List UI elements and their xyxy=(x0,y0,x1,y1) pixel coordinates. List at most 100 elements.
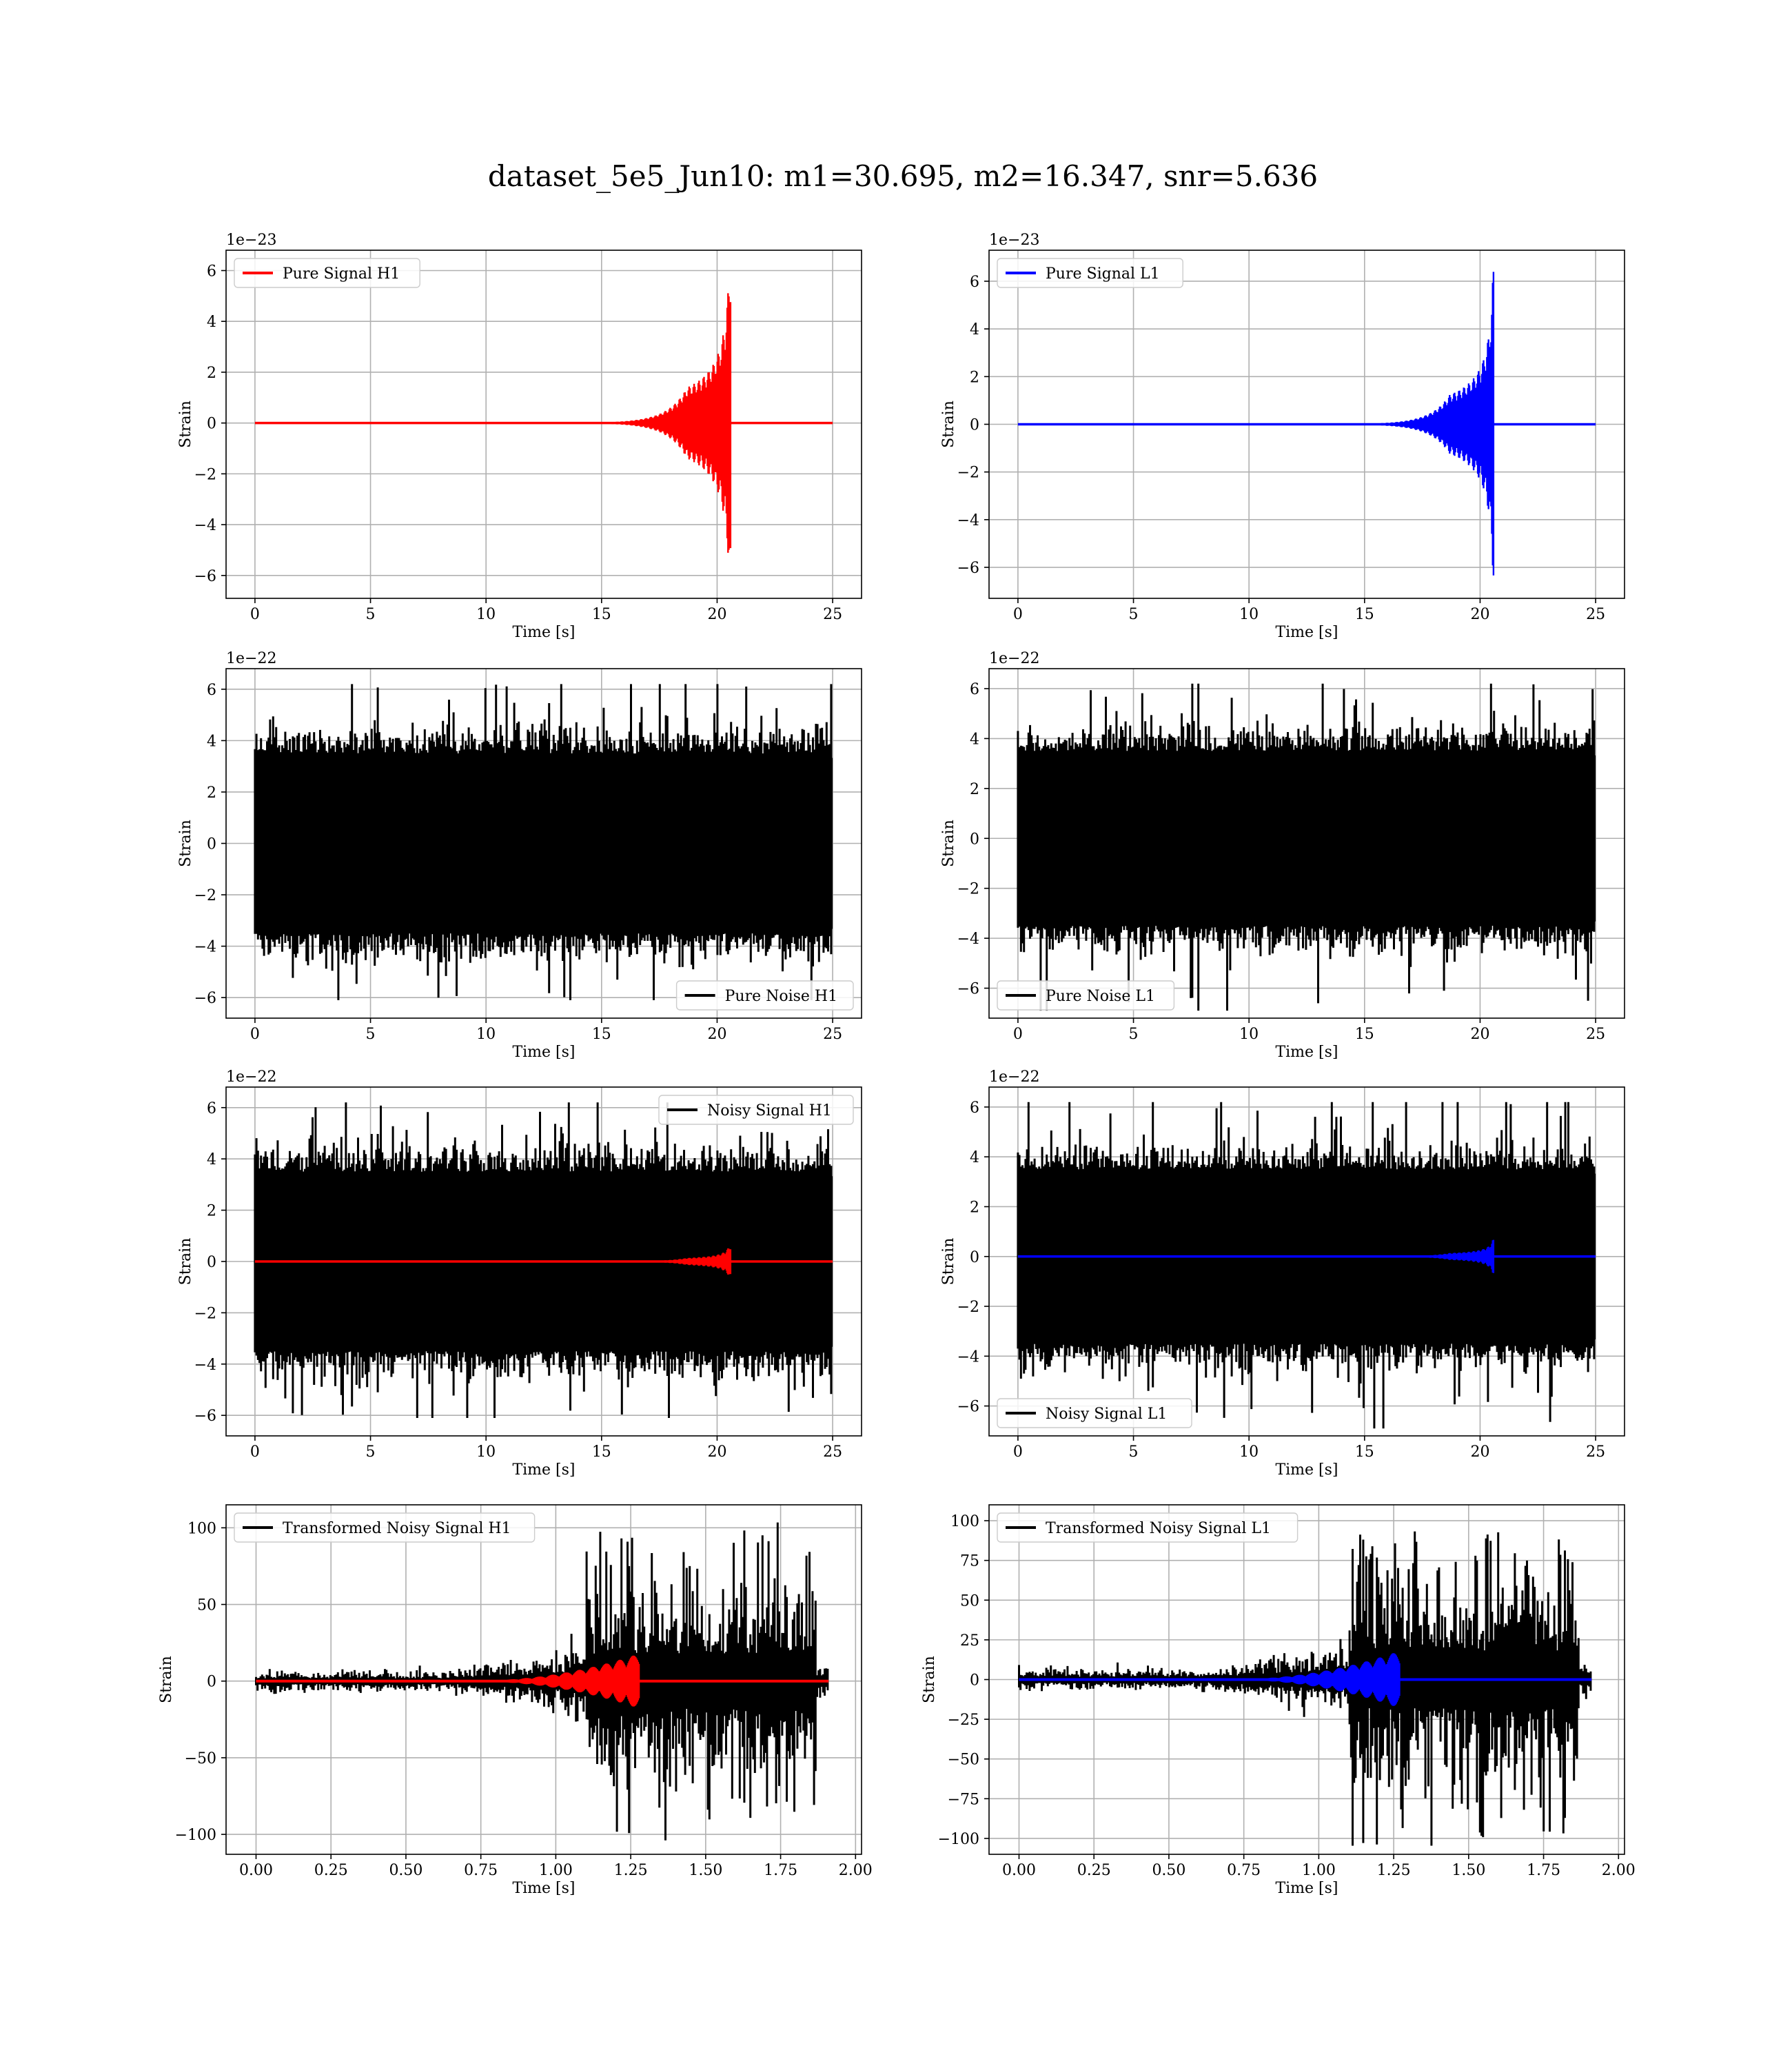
y-axis-label: Strain xyxy=(158,1656,175,1703)
plot-area xyxy=(254,293,833,553)
x-tick-label: 25 xyxy=(823,1026,842,1043)
x-tick-label: 20 xyxy=(1470,1443,1489,1461)
y-tick-label: 4 xyxy=(207,314,216,331)
y-tick-label: 4 xyxy=(970,731,979,748)
x-tick-label: 20 xyxy=(1470,1026,1489,1043)
legend-label: Noisy Signal H1 xyxy=(707,1102,832,1119)
x-tick-label: 0 xyxy=(250,606,260,623)
y-tick-label: −6 xyxy=(194,1408,216,1425)
x-axis-label: Time [s] xyxy=(512,1880,575,1897)
x-tick-label: 15 xyxy=(592,1443,611,1461)
y-tick-label: 25 xyxy=(960,1632,979,1650)
y-tick-label: −100 xyxy=(938,1831,979,1848)
y-tick-label: −2 xyxy=(194,1305,216,1322)
x-tick-label: 20 xyxy=(1470,606,1489,623)
y-tick-label: 6 xyxy=(207,263,216,280)
y-tick-label: 0 xyxy=(207,1674,216,1691)
x-tick-label: 25 xyxy=(823,606,842,623)
x-tick-label: 1.50 xyxy=(689,1862,722,1879)
y-tick-label: 4 xyxy=(207,1151,216,1168)
y-tick-label: 6 xyxy=(207,682,216,699)
legend: Transformed Noisy Signal H1 xyxy=(234,1512,536,1543)
x-tick-label: 1.75 xyxy=(1527,1862,1560,1879)
x-tick-label: 1.00 xyxy=(1302,1862,1336,1879)
plot-area xyxy=(1018,1531,1592,1846)
panel-transformed-noisy-signal-l1: 0.00 0.25 0.50 0.75 1.00 1.25 1.50 1.75 2.00 −100… xyxy=(921,1504,1636,1897)
y-tick-label: −4 xyxy=(957,512,979,529)
y-tick-label: −4 xyxy=(194,1357,216,1374)
panel-transformed-noisy-signal-h1: 0.00 0.25 0.50 0.75 1.00 1.25 1.50 1.75 2.00 −100… xyxy=(158,1504,873,1897)
figure-suptitle: dataset_5e5_Jun10: m1=30.695, m2=16.347,… xyxy=(488,159,1318,193)
y-tick-label: −6 xyxy=(957,560,979,577)
panel-pure-noise-h1: 0 5 10 15 20 25 −6 −4 −2 0 2 4 6 Time [s] Strain 1e−22 P… xyxy=(177,650,862,1061)
y-tick-label: −2 xyxy=(957,1299,979,1316)
y-tick-label: 0 xyxy=(207,416,216,433)
x-tick-label: 5 xyxy=(366,1443,376,1461)
x-tick-label: 1.25 xyxy=(614,1862,648,1879)
legend: Pure Noise L1 xyxy=(997,980,1175,1011)
x-tick-label: 10 xyxy=(1239,1026,1259,1043)
legend-box xyxy=(234,1512,536,1543)
y-tick-label: 6 xyxy=(970,1099,979,1117)
legend: Pure Signal L1 xyxy=(997,258,1183,288)
x-tick-label: 15 xyxy=(1355,1443,1374,1461)
x-tick-label: 0.00 xyxy=(239,1862,273,1879)
x-tick-label: 25 xyxy=(1586,606,1605,623)
y-tick-label: −75 xyxy=(948,1791,979,1808)
y-tick-label: 2 xyxy=(970,369,979,386)
x-tick-label: 0.50 xyxy=(1152,1862,1185,1879)
x-axis-label: Time [s] xyxy=(1275,624,1338,641)
y-tick-label: 6 xyxy=(970,681,979,698)
panel-noisy-signal-l1: 0 5 10 15 20 25 −6 −4 −2 0 2 4 6 Time [s] Strain 1e−22 N… xyxy=(940,1068,1625,1479)
legend-label: Pure Noise L1 xyxy=(1046,988,1155,1005)
x-tick-label: 2.00 xyxy=(1602,1862,1636,1879)
series-signal-overlay xyxy=(1385,1239,1495,1273)
legend-label: Transformed Noisy Signal L1 xyxy=(1046,1520,1271,1537)
y-tick-label: 6 xyxy=(207,1100,216,1117)
y-tick-label: 0 xyxy=(207,836,216,853)
legend-box xyxy=(234,258,420,288)
y-axis-label: Strain xyxy=(940,1238,957,1286)
y-tick-label: 50 xyxy=(197,1597,216,1614)
x-tick-label: 10 xyxy=(1239,606,1259,623)
x-tick-label: 20 xyxy=(707,1443,726,1461)
plot-area xyxy=(1017,272,1596,576)
y-tick-label: −100 xyxy=(175,1827,216,1844)
x-tick-label: 1.25 xyxy=(1377,1862,1411,1879)
panel-pure-signal-h1: 0 5 10 15 20 25 −6 −4 −2 0 2 4 6 Time [s] Strain 1e−23 P… xyxy=(177,232,862,641)
legend: Pure Noise H1 xyxy=(675,980,854,1011)
x-tick-label: 0.25 xyxy=(314,1862,348,1879)
x-axis-label: Time [s] xyxy=(1275,1461,1338,1479)
axes-frame xyxy=(988,1086,1625,1437)
x-tick-label: 0 xyxy=(250,1443,260,1461)
x-tick-label: 0.25 xyxy=(1077,1862,1111,1879)
y-tick-label: 4 xyxy=(207,733,216,750)
legend-label: Transformed Noisy Signal H1 xyxy=(283,1520,511,1537)
series-pure-signal-l1 xyxy=(1336,272,1495,576)
series-pure-noise-h1 xyxy=(254,684,833,1000)
x-tick-label: 25 xyxy=(1586,1443,1605,1461)
y-offset-text: 1e−23 xyxy=(989,232,1039,249)
x-tick-label: 10 xyxy=(476,1026,496,1043)
x-tick-label: 0 xyxy=(250,1026,260,1043)
y-tick-label: −4 xyxy=(957,1348,979,1366)
y-tick-label: −25 xyxy=(948,1712,979,1729)
y-tick-label: 2 xyxy=(207,784,216,802)
y-tick-label: −4 xyxy=(194,517,216,534)
x-tick-label: 0.75 xyxy=(1227,1862,1261,1879)
y-tick-label: 100 xyxy=(187,1520,216,1537)
y-axis-label: Strain xyxy=(177,1238,194,1286)
x-tick-label: 20 xyxy=(707,1026,726,1043)
y-tick-label: 100 xyxy=(950,1513,979,1530)
y-tick-label: −2 xyxy=(194,466,216,483)
x-axis-label: Time [s] xyxy=(1275,1880,1338,1897)
y-tick-label: 2 xyxy=(970,781,979,798)
panel-pure-noise-l1: 0 5 10 15 20 25 −6 −4 −2 0 2 4 6 Time [s] Strain 1e−22 P… xyxy=(940,650,1625,1061)
series-pure-noise-l1 xyxy=(1017,683,1596,1011)
y-tick-label: −4 xyxy=(194,939,216,956)
legend-box xyxy=(997,1398,1192,1428)
x-tick-label: 0 xyxy=(1013,1026,1023,1043)
axes-frame xyxy=(225,1504,862,1855)
y-tick-label: 50 xyxy=(960,1592,979,1610)
